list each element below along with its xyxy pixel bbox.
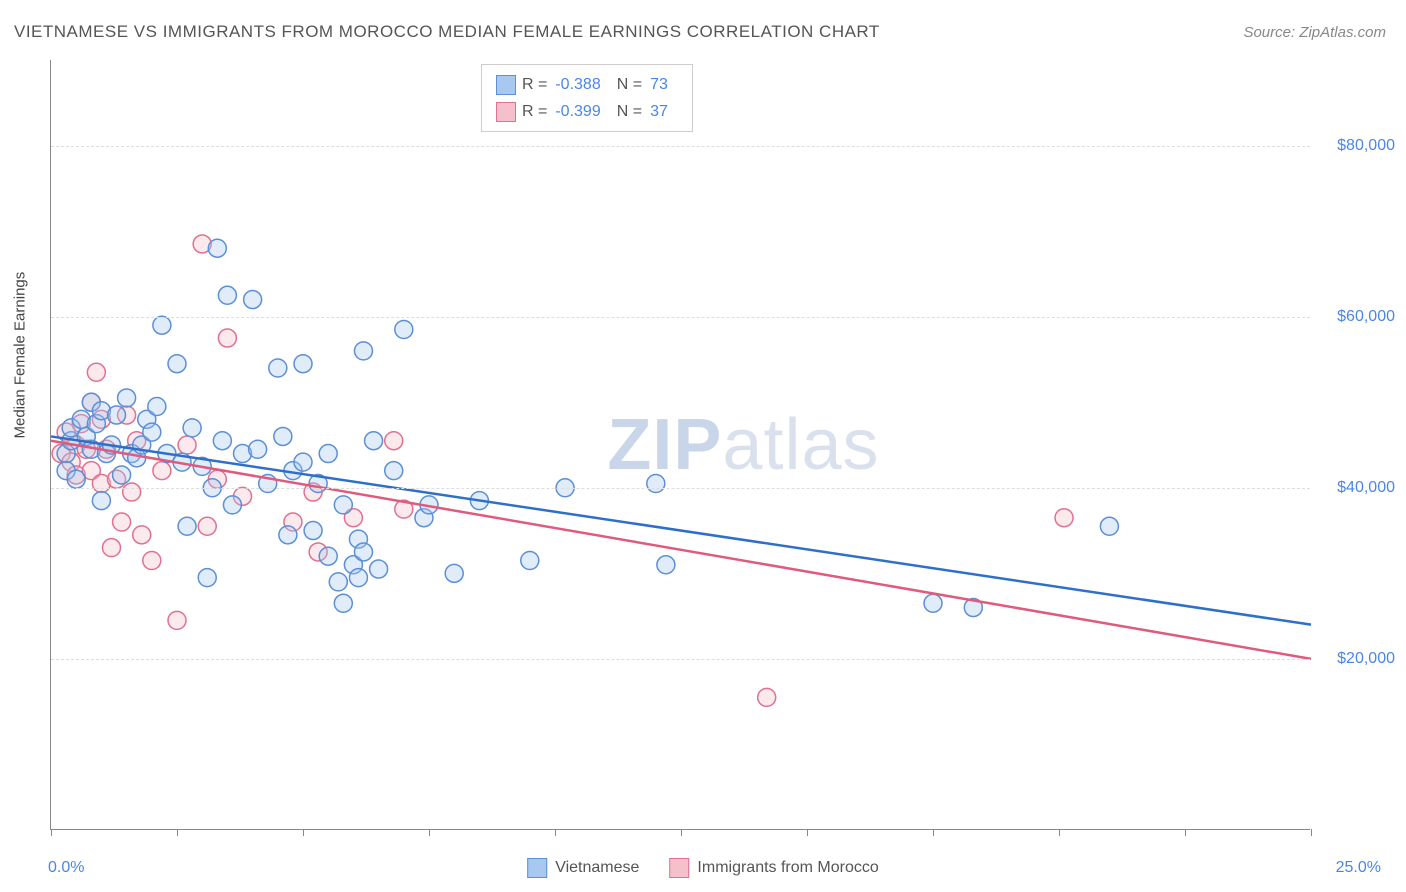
scatter-point <box>294 453 312 471</box>
scatter-point <box>319 547 337 565</box>
scatter-point <box>1100 517 1118 535</box>
scatter-point <box>113 466 131 484</box>
y-tick-label: $80,000 <box>1337 137 1395 155</box>
x-tick <box>681 829 682 836</box>
scatter-point <box>118 389 136 407</box>
scatter-point <box>153 462 171 480</box>
x-tick <box>1059 829 1060 836</box>
correlation-chart: VIETNAMESE VS IMMIGRANTS FROM MOROCCO ME… <box>0 0 1406 892</box>
x-tick <box>1185 829 1186 836</box>
scatter-point <box>113 513 131 531</box>
scatter-point <box>249 440 267 458</box>
scatter-point <box>279 526 297 544</box>
scatter-point <box>198 517 216 535</box>
scatter-point <box>647 475 665 493</box>
plot-area: ZIPatlas R = -0.388 N = 73 R = -0.399 N … <box>50 60 1310 830</box>
scatter-point <box>223 496 241 514</box>
scatter-point <box>213 432 231 450</box>
chart-title: VIETNAMESE VS IMMIGRANTS FROM MOROCCO ME… <box>14 22 880 42</box>
scatter-point <box>67 470 85 488</box>
scatter-point <box>385 432 403 450</box>
scatter-point <box>178 436 196 454</box>
y-tick-label: $60,000 <box>1337 308 1395 326</box>
gridline <box>51 659 1310 660</box>
scatter-point <box>92 492 110 510</box>
scatter-point <box>123 483 141 501</box>
scatter-point <box>108 406 126 424</box>
scatter-point <box>294 355 312 373</box>
swatch-icon <box>527 858 547 878</box>
scatter-svg <box>51 60 1310 829</box>
scatter-point <box>370 560 388 578</box>
scatter-point <box>102 539 120 557</box>
scatter-point <box>329 573 347 591</box>
x-tick <box>933 829 934 836</box>
x-axis-min-label: 0.0% <box>48 859 84 877</box>
trend-line <box>51 436 1311 624</box>
scatter-point <box>334 594 352 612</box>
legend-item-morocco: Immigrants from Morocco <box>669 858 878 878</box>
scatter-point <box>198 569 216 587</box>
scatter-point <box>168 355 186 373</box>
x-tick <box>303 829 304 836</box>
source-label: Source: ZipAtlas.com <box>1243 24 1386 41</box>
scatter-point <box>354 543 372 561</box>
scatter-point <box>208 239 226 257</box>
x-tick <box>555 829 556 836</box>
scatter-point <box>133 526 151 544</box>
scatter-point <box>385 462 403 480</box>
scatter-point <box>153 316 171 334</box>
scatter-point <box>168 611 186 629</box>
scatter-point <box>319 445 337 463</box>
scatter-point <box>334 496 352 514</box>
scatter-point <box>143 552 161 570</box>
gridline <box>51 488 1310 489</box>
scatter-point <box>183 419 201 437</box>
y-tick-label: $40,000 <box>1337 479 1395 497</box>
x-tick <box>807 829 808 836</box>
scatter-point <box>218 286 236 304</box>
x-tick <box>1311 829 1312 836</box>
y-tick-label: $20,000 <box>1337 650 1395 668</box>
x-tick <box>177 829 178 836</box>
scatter-point <box>304 522 322 540</box>
scatter-point <box>924 594 942 612</box>
scatter-point <box>218 329 236 347</box>
gridline <box>51 317 1310 318</box>
scatter-point <box>148 398 166 416</box>
scatter-point <box>657 556 675 574</box>
scatter-point <box>365 432 383 450</box>
scatter-point <box>143 423 161 441</box>
x-tick <box>51 829 52 836</box>
x-tick <box>429 829 430 836</box>
scatter-point <box>269 359 287 377</box>
gridline <box>51 146 1310 147</box>
scatter-point <box>87 363 105 381</box>
scatter-point <box>395 321 413 339</box>
trend-line <box>51 441 1311 659</box>
series-legend: Vietnamese Immigrants from Morocco <box>527 858 879 878</box>
x-axis-max-label: 25.0% <box>1336 859 1381 877</box>
scatter-point <box>349 569 367 587</box>
scatter-point <box>1055 509 1073 527</box>
scatter-point <box>244 291 262 309</box>
scatter-point <box>274 427 292 445</box>
swatch-icon <box>669 858 689 878</box>
scatter-point <box>354 342 372 360</box>
scatter-point <box>178 517 196 535</box>
scatter-point <box>445 564 463 582</box>
legend-item-vietnamese: Vietnamese <box>527 858 639 878</box>
y-axis-label: Median Female Earnings <box>12 272 29 439</box>
scatter-point <box>758 688 776 706</box>
scatter-point <box>521 552 539 570</box>
